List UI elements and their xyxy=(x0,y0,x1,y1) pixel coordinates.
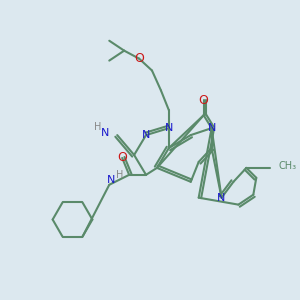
Text: N: N xyxy=(142,130,150,140)
Text: H: H xyxy=(94,122,101,132)
Text: N: N xyxy=(107,175,116,185)
Text: O: O xyxy=(199,94,208,107)
Text: O: O xyxy=(117,152,127,164)
Text: N: N xyxy=(207,123,216,133)
Text: N: N xyxy=(217,193,226,203)
Text: N: N xyxy=(101,128,110,138)
Text: H: H xyxy=(116,170,123,180)
Text: CH₃: CH₃ xyxy=(278,161,296,171)
Text: O: O xyxy=(134,52,144,65)
Text: N: N xyxy=(165,123,173,133)
